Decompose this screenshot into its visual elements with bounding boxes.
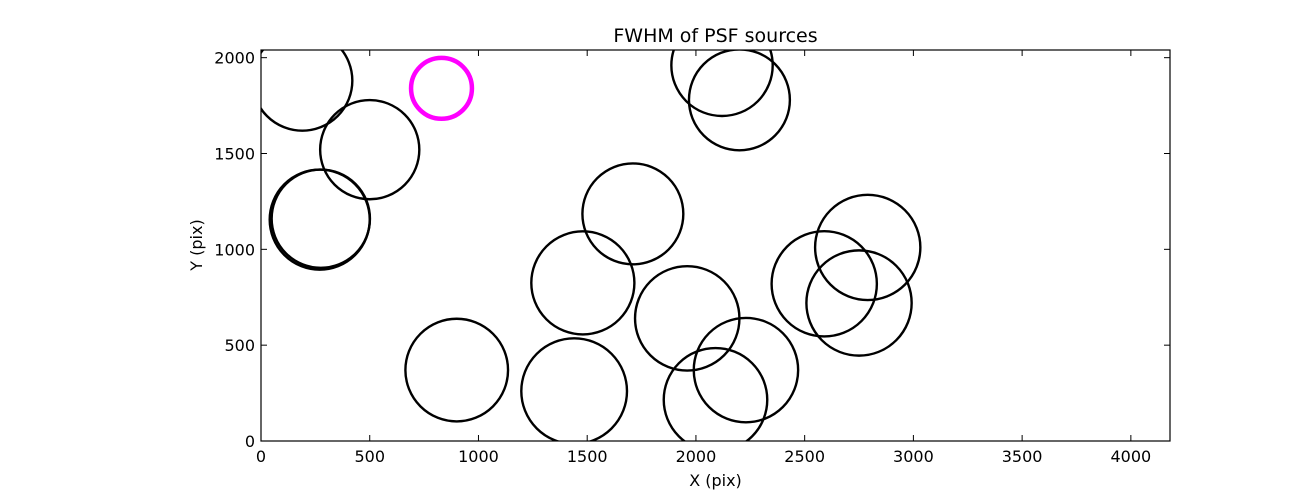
x-tick-label-3: 1500: [567, 447, 608, 466]
x-axis: 0 500 1000 1500 2000 2500 3000 3500 4000: [256, 50, 1151, 466]
plot-frame: [260, 49, 1171, 442]
data-point-0-1: [318, 98, 421, 201]
data-point-0-5: [520, 337, 629, 441]
y-axis-label: Y (pix): [187, 219, 206, 271]
data-point-0-14: [805, 249, 913, 357]
y-tick-label-3: 1500: [214, 145, 255, 164]
data-point-0-9: [662, 346, 769, 441]
data-marks: [261, 50, 922, 441]
data-point-0-15: [813, 193, 922, 302]
x-tick-label-8: 4000: [1110, 447, 1151, 466]
x-tick-label-6: 3000: [893, 447, 934, 466]
y-tick-label-2: 1000: [214, 240, 255, 259]
data-point-0-7: [581, 162, 685, 266]
data-point-0-6: [530, 230, 636, 336]
x-tick-label-5: 2500: [784, 447, 825, 466]
x-tick-label-4: 2000: [676, 447, 717, 466]
y-tick-label-4: 2000: [214, 49, 255, 68]
x-tick-label-0: 0: [256, 447, 266, 466]
data-point-0-0: [261, 50, 354, 132]
y-axis: 0 500 1000 1500 2000: [214, 49, 1170, 451]
x-tick-label-1: 500: [354, 447, 385, 466]
x-axis-label: X (pix): [689, 471, 742, 490]
data-point-0-3: [270, 168, 372, 270]
chart-title: FWHM of PSF sources: [613, 25, 817, 47]
y-tick-label-0: 0: [245, 432, 255, 451]
data-point-0-8: [633, 264, 741, 372]
x-tick-label-7: 3500: [1002, 447, 1043, 466]
x-tick-label-2: 1000: [458, 447, 499, 466]
data-point-0-11: [670, 50, 774, 118]
data-point-0-4: [404, 317, 510, 423]
data-point-0-12: [687, 50, 792, 152]
data-point-0-13: [770, 230, 879, 338]
data-point-1-0: [408, 55, 475, 122]
y-tick-label-1: 500: [224, 336, 255, 355]
data-point-0-10: [692, 316, 800, 424]
